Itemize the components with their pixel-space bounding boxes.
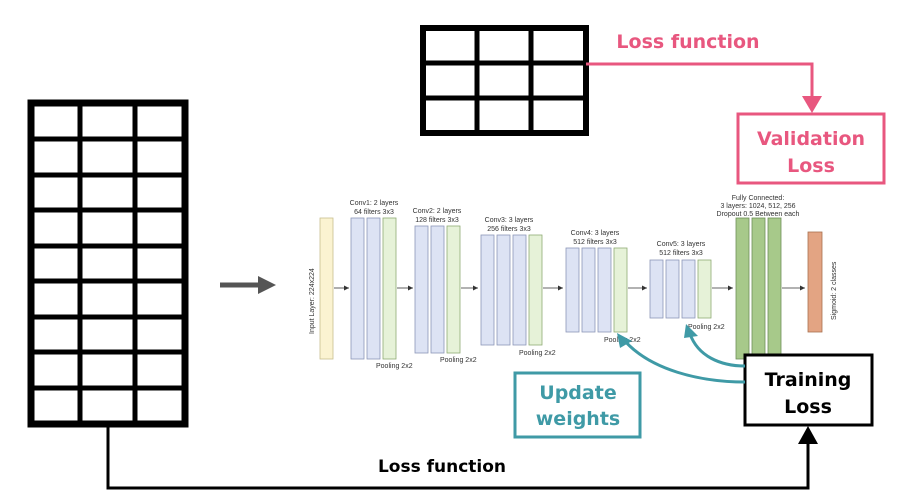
training-loss-arrow <box>106 424 818 490</box>
output-layer-block <box>807 231 823 333</box>
update-weights-line1: Update <box>539 382 616 404</box>
pool2-label: Pooling 2x2 <box>440 357 477 364</box>
conv2-label-line1: Conv2: 2 layers <box>413 208 462 215</box>
input-arrow <box>220 276 276 294</box>
conv1-label-line2: 64 filters 3x3 <box>354 209 394 216</box>
update-weights-arrows <box>617 324 746 384</box>
validation-loss-line1: Validation <box>757 128 865 150</box>
update-weights-box: Update weights <box>513 371 642 439</box>
pool5-label: Pooling 2x2 <box>688 324 725 331</box>
top-loss-function-label: Loss function <box>616 31 759 53</box>
pool3-label: Pooling 2x2 <box>519 350 556 357</box>
fc-label-line2: 3 layers: 1024, 512, 256 <box>720 203 795 210</box>
conv2-block <box>414 225 461 354</box>
conv5-block <box>649 259 712 319</box>
conv4-label-line2: 512 filters 3x3 <box>573 239 617 246</box>
fc-label-line1: Fully Connected: <box>732 195 785 202</box>
pool1-label: Pooling 2x2 <box>376 363 413 370</box>
output-layer-label: Sigmoid: 2 classes <box>831 261 838 320</box>
validation-data-grid <box>420 25 589 136</box>
validation-loss-arrow <box>586 62 822 113</box>
conv3-label-line1: Conv3: 3 layers <box>485 217 534 224</box>
validation-loss-box: Validation Loss <box>736 112 886 185</box>
training-loss-line2: Loss <box>784 396 832 418</box>
conv3-label-line2: 256 filters 3x3 <box>487 226 531 233</box>
update-weights-line2: weights <box>536 408 620 430</box>
conv2-label-line2: 128 filters 3x3 <box>415 217 459 224</box>
conv4-block <box>565 247 628 333</box>
conv5-label-line1: Conv5: 3 layers <box>657 241 706 248</box>
validation-loss-line2: Loss <box>787 155 835 177</box>
input-layer-label: Input Layer: 224x224 <box>309 268 316 334</box>
training-loss-line1: Training <box>765 369 852 391</box>
training-loss-box: Training Loss <box>743 353 874 427</box>
conv4-label-line1: Conv4: 3 layers <box>571 230 620 237</box>
conv3-block <box>480 234 543 346</box>
fully-connected-block <box>735 217 782 360</box>
conv1-label-line1: Conv1: 2 layers <box>350 200 399 207</box>
conv5-label-line2: 512 filters 3x3 <box>659 250 703 257</box>
training-data-grid <box>27 99 189 428</box>
bottom-loss-function-label: Loss function <box>378 457 506 477</box>
fc-label-line3: Dropout 0.5 Between each <box>717 211 800 218</box>
neural-network: Input Layer: 224x224 Conv1: 2 layers 64 … <box>309 195 838 370</box>
conv1-block <box>350 217 397 360</box>
input-layer-block <box>319 217 334 360</box>
